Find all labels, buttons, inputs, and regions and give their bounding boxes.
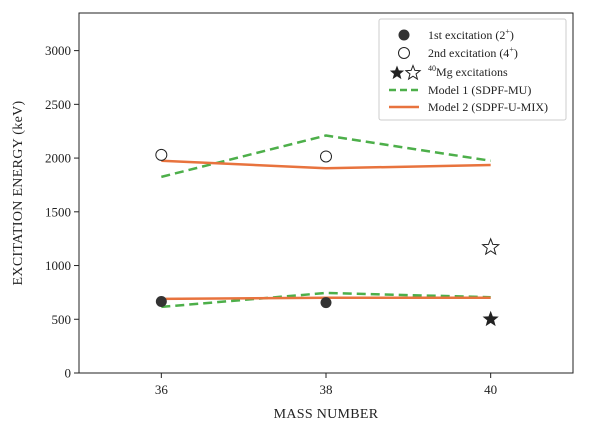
y-tick-label: 1000 (45, 258, 71, 273)
mg40-first-excitation-star-icon (482, 310, 499, 327)
second-excitation-point (320, 150, 332, 163)
data-markers (155, 148, 501, 327)
legend-label-second-excitation: 2nd excitation (4+) (428, 45, 518, 60)
y-tick-label: 0 (65, 366, 72, 381)
second-excitation-point (155, 148, 168, 161)
first-excitation-point (320, 297, 332, 309)
y-tick-label: 3000 (45, 43, 71, 58)
y-tick-label: 1500 (45, 204, 71, 219)
legend-open-star-icon (404, 64, 422, 81)
legend-box (378, 18, 567, 121)
y-tick-label: 2500 (45, 97, 71, 112)
legend-label-model-1: Model 1 (SDPF-MU) (428, 83, 531, 97)
legend-label-first-excitation: 1st excitation (2+) (428, 27, 514, 42)
y-tick-label: 2000 (45, 151, 71, 166)
legend-filled-star-icon (389, 65, 405, 80)
legend-label-mg40: 40Mg excitations (428, 64, 508, 79)
y-axis-label: EXCITATION ENERGY (keV) (11, 101, 26, 286)
first-excitation-point (155, 296, 167, 308)
x-tick-label: 36 (155, 382, 169, 397)
y-tick-label: 500 (52, 312, 72, 327)
x-tick-label: 38 (320, 382, 333, 397)
legend-label-model-2: Model 2 (SDPF-U-MIX) (428, 100, 548, 114)
legend-marker-second-excitation (398, 47, 410, 59)
x-tick-label: 40 (484, 382, 497, 397)
mg40-second-excitation-star-icon (481, 237, 501, 256)
x-axis-ticks: 36 38 40 (155, 373, 497, 397)
legend: 1st excitation (2+) 2nd excitation (4+) … (378, 18, 567, 121)
y-axis-ticks: 0 500 1000 1500 2000 2500 3000 (45, 43, 79, 381)
x-axis-label: MASS NUMBER (274, 407, 379, 422)
model-2-line-2 (161, 159, 491, 170)
legend-marker-first-excitation (398, 29, 410, 41)
